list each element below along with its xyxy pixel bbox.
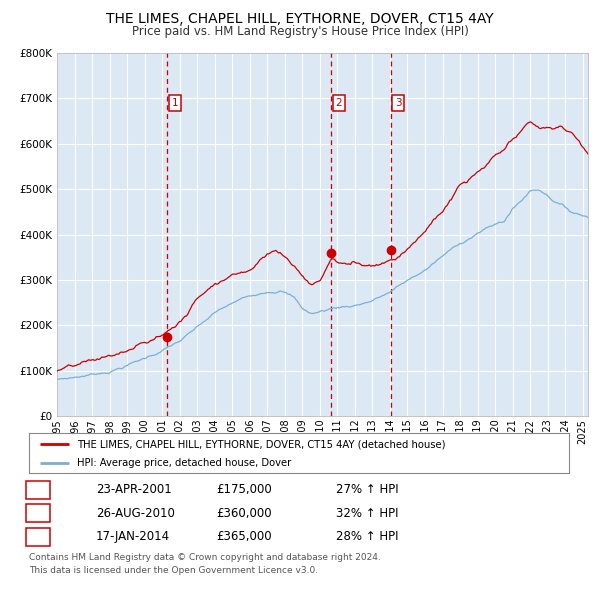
Text: This data is licensed under the Open Government Licence v3.0.: This data is licensed under the Open Gov…	[29, 566, 318, 575]
Text: 23-APR-2001: 23-APR-2001	[96, 483, 172, 496]
Text: 26-AUG-2010: 26-AUG-2010	[96, 507, 175, 520]
Text: HPI: Average price, detached house, Dover: HPI: Average price, detached house, Dove…	[77, 458, 292, 468]
Text: 3: 3	[32, 530, 40, 543]
Text: 2: 2	[335, 98, 342, 108]
Text: £175,000: £175,000	[216, 483, 272, 496]
Text: Price paid vs. HM Land Registry's House Price Index (HPI): Price paid vs. HM Land Registry's House …	[131, 25, 469, 38]
Text: THE LIMES, CHAPEL HILL, EYTHORNE, DOVER, CT15 4AY: THE LIMES, CHAPEL HILL, EYTHORNE, DOVER,…	[106, 12, 494, 26]
Text: 2: 2	[32, 507, 40, 520]
Text: £365,000: £365,000	[216, 530, 272, 543]
Text: 27% ↑ HPI: 27% ↑ HPI	[336, 483, 398, 496]
Text: £360,000: £360,000	[216, 507, 272, 520]
Text: 32% ↑ HPI: 32% ↑ HPI	[336, 507, 398, 520]
Text: 17-JAN-2014: 17-JAN-2014	[96, 530, 170, 543]
Text: 3: 3	[395, 98, 401, 108]
Text: 1: 1	[172, 98, 178, 108]
Text: 1: 1	[32, 483, 40, 496]
Text: THE LIMES, CHAPEL HILL, EYTHORNE, DOVER, CT15 4AY (detached house): THE LIMES, CHAPEL HILL, EYTHORNE, DOVER,…	[77, 440, 446, 450]
Text: Contains HM Land Registry data © Crown copyright and database right 2024.: Contains HM Land Registry data © Crown c…	[29, 553, 380, 562]
Text: 28% ↑ HPI: 28% ↑ HPI	[336, 530, 398, 543]
